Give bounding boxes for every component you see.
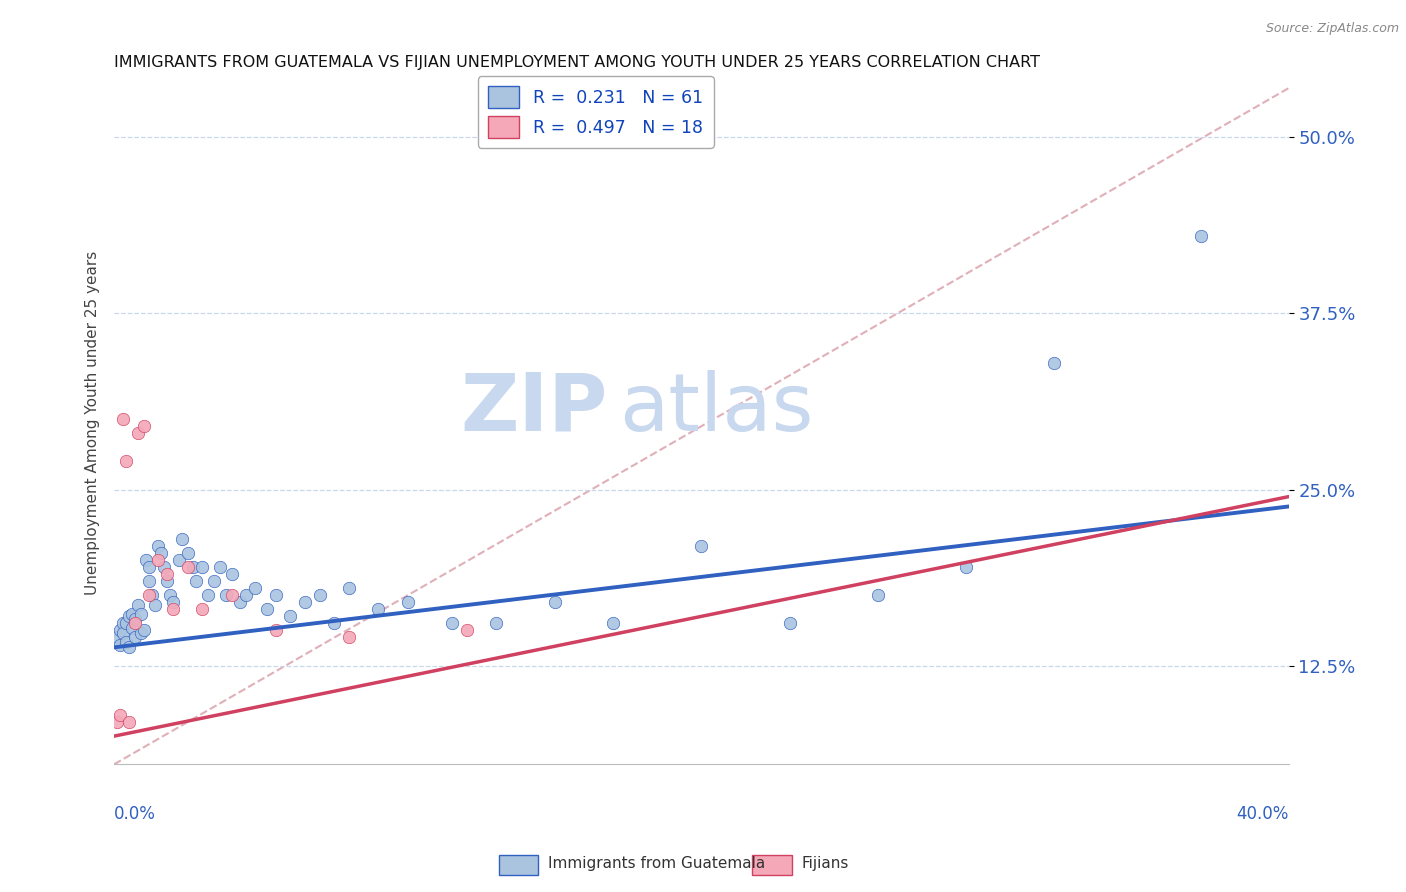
Point — [141, 588, 163, 602]
Point — [132, 419, 155, 434]
Point — [208, 560, 231, 574]
Point — [243, 581, 266, 595]
Point — [111, 626, 134, 640]
Point — [148, 539, 170, 553]
Point — [294, 595, 316, 609]
Point — [153, 560, 176, 574]
Text: 40.0%: 40.0% — [1236, 805, 1289, 823]
Point — [191, 602, 214, 616]
Point — [191, 560, 214, 574]
Point — [118, 609, 141, 624]
Point — [167, 553, 190, 567]
Point — [115, 616, 138, 631]
Point — [156, 567, 179, 582]
Point — [256, 602, 278, 616]
Point — [176, 560, 198, 574]
Point — [105, 714, 128, 729]
Point — [108, 708, 131, 723]
Point — [215, 588, 238, 602]
Point — [186, 574, 208, 588]
Point — [396, 595, 419, 609]
Point — [129, 626, 152, 640]
Point — [197, 588, 219, 602]
Point — [866, 588, 889, 602]
Point — [124, 616, 146, 631]
Point — [156, 574, 179, 588]
Point — [138, 588, 160, 602]
Point — [118, 640, 141, 655]
Point — [229, 595, 252, 609]
Point — [308, 588, 330, 602]
Point — [115, 634, 138, 648]
Point — [221, 588, 243, 602]
Point — [202, 574, 225, 588]
Point — [602, 616, 624, 631]
Point — [955, 560, 977, 574]
Point — [367, 602, 389, 616]
Y-axis label: Unemployment Among Youth under 25 years: Unemployment Among Youth under 25 years — [86, 251, 100, 595]
Point — [162, 595, 184, 609]
Point — [440, 616, 463, 631]
Text: Source: ZipAtlas.com: Source: ZipAtlas.com — [1265, 22, 1399, 36]
Text: ZIP: ZIP — [460, 370, 607, 448]
Text: IMMIGRANTS FROM GUATEMALA VS FIJIAN UNEMPLOYMENT AMONG YOUTH UNDER 25 YEARS CORR: IMMIGRANTS FROM GUATEMALA VS FIJIAN UNEM… — [114, 55, 1040, 70]
Point — [779, 616, 801, 631]
Point — [143, 598, 166, 612]
Point — [221, 567, 243, 582]
Point — [337, 631, 360, 645]
Point — [690, 539, 713, 553]
Point — [124, 631, 146, 645]
Point — [127, 598, 149, 612]
Point — [543, 595, 565, 609]
Point — [138, 574, 160, 588]
Text: 0.0%: 0.0% — [114, 805, 156, 823]
Point — [108, 624, 131, 638]
Point — [162, 602, 184, 616]
Point — [121, 607, 143, 621]
Point — [132, 624, 155, 638]
Point — [111, 412, 134, 426]
Point — [115, 454, 138, 468]
Point — [124, 612, 146, 626]
Point — [183, 560, 205, 574]
Point — [159, 588, 181, 602]
Point — [135, 553, 157, 567]
Text: atlas: atlas — [619, 370, 814, 448]
Point — [323, 616, 346, 631]
Point — [235, 588, 257, 602]
Point — [264, 624, 287, 638]
Point — [148, 553, 170, 567]
Point — [111, 616, 134, 631]
Text: Immigrants from Guatemala: Immigrants from Guatemala — [548, 856, 766, 871]
Point — [150, 546, 173, 560]
Point — [337, 581, 360, 595]
Point — [127, 426, 149, 441]
Point — [280, 609, 302, 624]
Point — [1189, 229, 1212, 244]
Point — [129, 607, 152, 621]
Point — [485, 616, 508, 631]
Point — [264, 588, 287, 602]
Point — [105, 631, 128, 645]
Point — [138, 560, 160, 574]
Point — [121, 621, 143, 635]
Point — [170, 532, 193, 546]
Point — [118, 714, 141, 729]
Point — [176, 546, 198, 560]
Point — [456, 624, 478, 638]
Text: Fijians: Fijians — [801, 856, 849, 871]
Point — [108, 638, 131, 652]
Point — [1043, 356, 1066, 370]
